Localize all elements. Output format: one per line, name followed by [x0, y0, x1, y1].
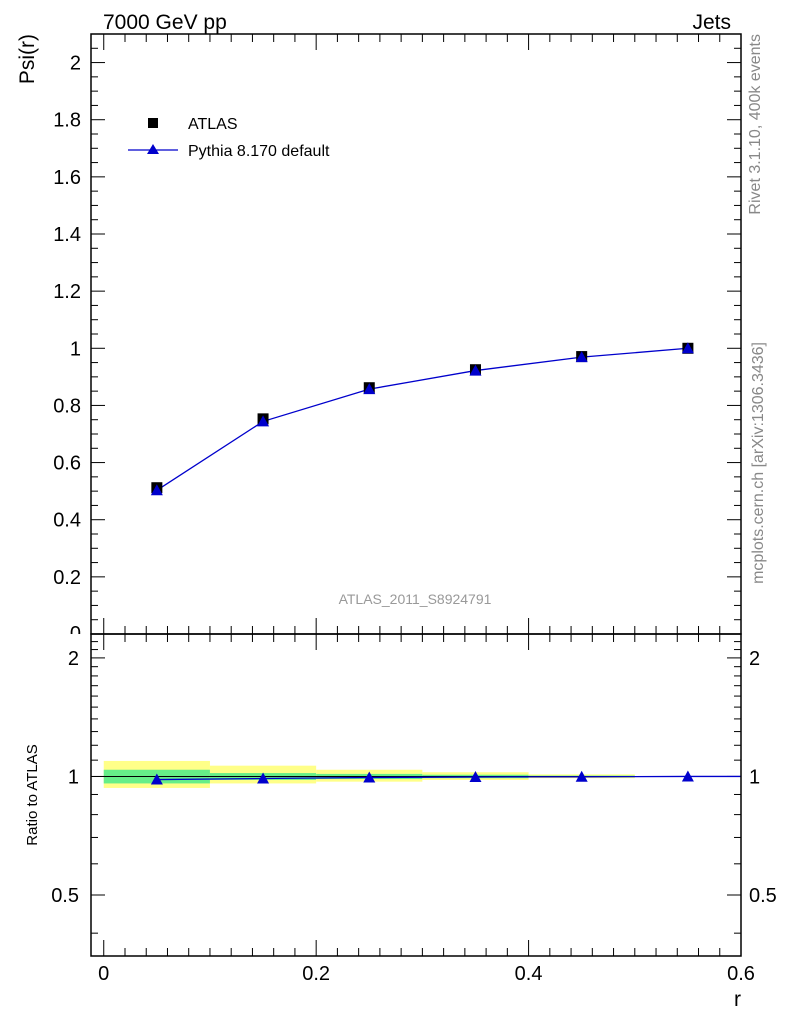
main-y-tick-label: 2	[70, 53, 81, 75]
header-energy-label: 7000 GeV pp	[103, 11, 227, 34]
ratio-plot-frame	[90, 633, 742, 957]
ratio-panel: 0.5 0.5 1 1 2 2 0 0.2 0.4 0.6 Ratio to ATLAS r	[24, 633, 777, 1011]
source-label: mcplots.cern.ch [arXiv:1306.3436]	[750, 342, 767, 584]
legend-pythia-label: Pythia 8.170 default	[188, 143, 330, 160]
main-y-axis-label: Psi(r)	[16, 34, 39, 84]
ratio-pythia-point	[681, 770, 694, 782]
pythia-point	[469, 364, 482, 376]
main-y-tick-label: 1.8	[53, 110, 81, 132]
main-y-tick-label: 1	[70, 338, 81, 360]
ratio-pythia-point	[150, 773, 163, 785]
legend: ATLAS Pythia 8.170 default	[128, 116, 330, 160]
analysis-id-label: ATLAS_2011_S8924791	[339, 591, 492, 607]
legend-atlas-marker	[148, 118, 158, 128]
ratio-pythia-point	[257, 772, 270, 784]
ratio-pythia-point	[363, 771, 376, 783]
main-y-tick-label: 1.4	[53, 224, 81, 246]
main-y-tick-label: 1.6	[53, 167, 81, 189]
ratio-x-tick-label: 0.4	[515, 963, 543, 985]
ratio-x-tick-label: 0	[98, 963, 109, 985]
pythia-point	[150, 484, 163, 496]
main-y-tick-label: 1.2	[53, 281, 81, 303]
ratio-y-tick-label: 1	[68, 766, 79, 788]
header-process-label: Jets	[692, 11, 731, 34]
main-y-tick-label: 0.8	[53, 395, 81, 417]
ratio-x-axis-label: r	[734, 988, 741, 1011]
main-y-tick-label: 0.4	[53, 510, 81, 532]
ratio-y-tick-label: 2	[68, 648, 79, 670]
ratio-pythia-point	[575, 770, 588, 782]
pythia-point	[575, 351, 588, 363]
main-panel: 0.2 0.4 0.6 0.8 1 1.2 1.4 1.6 1.8 2 0 Psi(r) ATLAS…	[16, 33, 742, 645]
main-y-tick-label: 0.6	[53, 453, 81, 475]
ratio-y-tick-label-right: 2	[749, 648, 760, 670]
legend-atlas-label: ATLAS	[188, 116, 238, 133]
legend-pythia-marker	[147, 144, 159, 154]
pythia-point	[681, 342, 694, 354]
pythia-line	[156, 347, 688, 491]
rivet-version-label: Rivet 3.1.10, 400k events	[747, 34, 764, 215]
pythia-point	[363, 383, 376, 395]
ratio-y-tick-label-right: 0.5	[749, 885, 777, 907]
main-y-tick-label: 0.2	[53, 567, 81, 589]
ratio-x-tick-label: 0.2	[302, 963, 330, 985]
ratio-y-tick-label: 0.5	[51, 885, 79, 907]
pythia-point	[257, 415, 270, 427]
ratio-y-axis-label: Ratio to ATLAS	[24, 744, 41, 845]
main-y-tick-label-zero: 0	[70, 623, 81, 645]
ratio-pythia-point	[469, 770, 482, 782]
ratio-x-tick-label: 0.6	[727, 963, 755, 985]
ratio-y-tick-label-right: 1	[749, 766, 760, 788]
